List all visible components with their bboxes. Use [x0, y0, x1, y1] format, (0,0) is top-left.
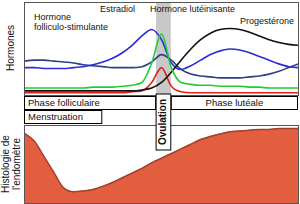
svg-text:Progestérone: Progestérone [240, 16, 294, 26]
svg-text:Histologie de: Histologie de [0, 135, 11, 193]
svg-text:Menstruation: Menstruation [28, 111, 83, 122]
svg-text:Hormones: Hormones [5, 25, 16, 71]
svg-text:Phase lutéale: Phase lutéale [206, 97, 264, 108]
svg-text:Ovulation: Ovulation [157, 99, 168, 145]
svg-text:Hormone lutéinisante: Hormone lutéinisante [150, 4, 235, 14]
svg-text:Phase folliculaire: Phase folliculaire [28, 97, 100, 108]
svg-text:Hormone: Hormone [34, 12, 71, 22]
svg-text:l'endomètre: l'endomètre [11, 138, 22, 190]
svg-text:Estradiol: Estradiol [100, 4, 135, 14]
svg-text:folliculo-stimulante: folliculo-stimulante [34, 22, 108, 32]
